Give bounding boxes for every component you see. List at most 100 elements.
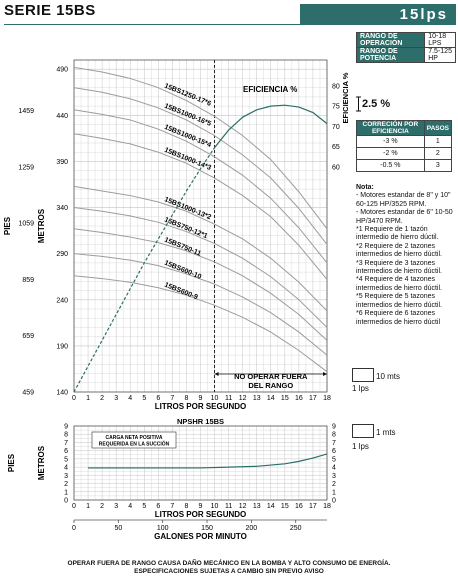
- spec-value: 7.5-125 HP: [424, 47, 456, 63]
- steps-cell: 3: [423, 159, 453, 172]
- table-row: -0.5 % 3: [356, 159, 453, 172]
- x-tick-label: 18: [323, 395, 331, 402]
- header-rule: [4, 24, 456, 25]
- series-line-7: [73, 228, 328, 341]
- y-tick-label-right: 4: [332, 465, 336, 472]
- x-tick-label: 6: [156, 503, 160, 510]
- efficiency-tick-label: 80: [332, 83, 340, 90]
- efficiency-tick-label: 65: [332, 144, 340, 151]
- x-tick-label: 12: [239, 395, 247, 402]
- x-tick-label: 9: [199, 503, 203, 510]
- arrow-right-icon: [323, 372, 327, 376]
- flow-rate-label: 15lps: [399, 6, 448, 23]
- efficiency-curve: [214, 104, 328, 148]
- series-label: 15BS750-11: [163, 237, 202, 258]
- x-tick-label: 6: [156, 395, 160, 402]
- note-line: *3 Requiere de 3 tazones intermedios de …: [356, 259, 442, 276]
- x-tick-label: 7: [170, 395, 174, 402]
- spec-row: RANGO DE OPERACIÓN 10-18 LPS: [355, 32, 456, 48]
- correction-table: CORRECIÓN POR EFICIENCIA PASOS -3 % 1 -2…: [356, 120, 453, 172]
- y-tick-label: 340: [56, 205, 68, 212]
- y-tick-label-right: 2: [332, 481, 336, 488]
- correction-header-row: CORRECIÓN POR EFICIENCIA PASOS: [356, 120, 453, 136]
- spec-label: RANGO DE POTENCIA: [355, 47, 426, 63]
- table-row: -2 % 2: [356, 147, 453, 160]
- y-tick-label: 490: [56, 67, 68, 74]
- npshr-curve: [88, 453, 328, 469]
- x-tick-label: 10: [211, 503, 219, 510]
- series-line-5: [73, 185, 328, 312]
- y-tick-label: 1: [64, 489, 68, 496]
- x-tick-label: 5: [142, 395, 146, 402]
- npshr-title: NPSHR 15BS: [177, 418, 224, 426]
- efficiency-curve-dashed: [73, 147, 216, 393]
- x-tick-label: 1: [86, 503, 90, 510]
- feet-tick-label: 1059: [18, 221, 34, 228]
- series-label: 15BS1000-14*3: [163, 147, 212, 172]
- x-axis-label: LITROS POR SEGUNDO: [155, 510, 247, 519]
- x-tick-label: 16: [295, 503, 303, 510]
- y-tick-label: 6: [64, 448, 68, 455]
- x-tick-label: 11: [225, 395, 232, 402]
- y-tick-label-right: 9: [332, 424, 336, 431]
- steps-header: PASOS: [423, 120, 453, 136]
- x-tick-label: 14: [267, 503, 275, 510]
- x-tick-label: 0: [72, 395, 76, 402]
- note-line: *5 Requiere de 5 tazones intermedios de …: [356, 293, 442, 309]
- npshr-annotation: REQUERIDA EN LA SUCCIÓN: [99, 440, 170, 448]
- gpm-tick-label: 200: [246, 525, 258, 532]
- efficiency-tick-label: 75: [332, 104, 340, 111]
- x-axis-label: LITROS POR SEGUNDO: [155, 402, 247, 411]
- x-tick-label: 14: [267, 395, 275, 402]
- npshr-legend-value: 1 mts: [376, 428, 396, 437]
- correction-header: CORRECIÓN POR EFICIENCIA: [356, 120, 425, 136]
- y-tick-label: 3: [64, 473, 68, 480]
- y-tick-label-right: 0: [332, 498, 336, 505]
- y-tick-label-right: 3: [332, 473, 336, 480]
- x-tick-label: 11: [225, 503, 232, 510]
- note-line: *6 Requiere de 6 tazones intermedios de …: [356, 310, 441, 326]
- efficiency-label: EFICIENCIA %: [243, 85, 297, 94]
- x-tick-label: 8: [184, 395, 188, 402]
- y-tick-label: 440: [56, 113, 68, 120]
- series-line-2: [73, 87, 328, 245]
- correction-cell: -0.5 %: [356, 159, 425, 172]
- series-title: SERIE 15BS: [4, 2, 96, 19]
- series-line-1: [73, 66, 328, 230]
- x-tick-label: 4: [128, 503, 132, 510]
- y-tick-label: 240: [56, 297, 68, 304]
- x-tick-label: 3: [114, 395, 118, 402]
- npshr-grid: [73, 425, 328, 501]
- x-tick-label: 15: [281, 503, 289, 510]
- y-tick-label: 9: [64, 424, 68, 431]
- plot-frame: [73, 59, 328, 393]
- gpm-tick-label: 50: [114, 525, 122, 532]
- y-tick-label-right: 5: [332, 456, 336, 463]
- x-tick-label: 16: [295, 395, 303, 402]
- y-tick-label: 290: [56, 251, 68, 258]
- x-tick-label: 7: [170, 503, 174, 510]
- spec-table: RANGO DE OPERACIÓN 10-18 LPS RANGO DE PO…: [355, 32, 456, 63]
- feet-tick-label: 1459: [18, 108, 34, 115]
- series-label: 15BS1000-15*4: [163, 124, 212, 149]
- x-tick-label: 4: [128, 395, 132, 402]
- npshr-annotation: CARGA NETA POSITIVA: [106, 435, 163, 441]
- scale-legend-box: [352, 368, 374, 382]
- note-line: - Motores estandar de 8" y 10" 60-125 HP…: [356, 192, 451, 208]
- gpm-tick-label: 250: [290, 525, 302, 532]
- y-tick-label: 7: [64, 440, 68, 447]
- pump-curve-chart: 0 1 2 3 4 5 6 7 8 9 10 11 12 13 14 15 16 17 18140190240290…: [3, 59, 350, 411]
- gpm-tick-label: 100: [157, 525, 169, 532]
- plot-frame: [73, 425, 328, 501]
- series-line-8: [73, 253, 328, 356]
- steps-cell: 1: [423, 135, 453, 148]
- series-line-6: [73, 207, 328, 328]
- x-tick-label: 2: [100, 395, 104, 402]
- x-tick-label: 17: [309, 503, 317, 510]
- x-tick-label: 0: [72, 503, 76, 510]
- footer-line: ESPECIFICACIONES SUJETAS A CAMBIO SIN PR…: [134, 568, 324, 575]
- y-tick-label: 140: [56, 390, 68, 397]
- efficiency-axis-label: EFICIENCIA %: [341, 72, 350, 123]
